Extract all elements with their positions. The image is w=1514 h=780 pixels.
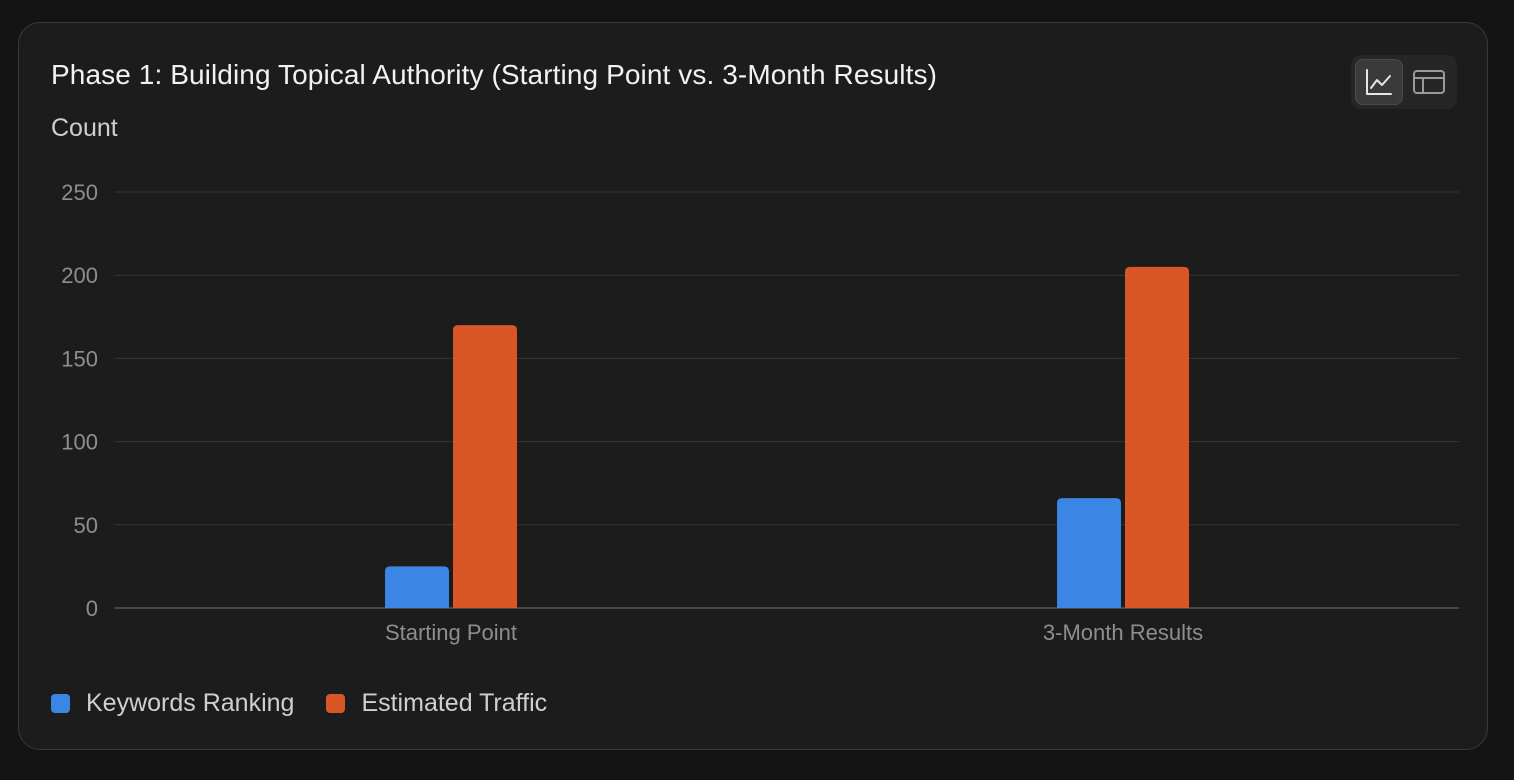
legend-swatch xyxy=(326,694,346,713)
y-tick-label: 50 xyxy=(74,513,98,538)
bars xyxy=(385,266,1189,608)
y-tick-label: 100 xyxy=(61,430,98,455)
x-tick-label: 3-Month Results xyxy=(1043,620,1203,645)
legend-item[interactable]: Keywords Ranking xyxy=(51,689,294,718)
view-toggle xyxy=(1351,55,1457,109)
legend: Keywords Ranking Estimated Traffic xyxy=(51,689,547,718)
y-tick-label: 0 xyxy=(86,596,98,621)
legend-item[interactable]: Estimated Traffic xyxy=(326,689,547,718)
bar-chart: Count 0 50 100 150 200 250 Starting Point 3-Mon… xyxy=(51,114,1459,645)
y-tick-label: 150 xyxy=(61,346,98,371)
x-tick-label: Starting Point xyxy=(385,620,517,645)
y-tick-label: 200 xyxy=(61,263,98,288)
chart-title: Phase 1: Building Topical Authority (Sta… xyxy=(51,59,938,90)
legend-label: Keywords Ranking xyxy=(86,689,295,717)
grid-lines xyxy=(115,191,1459,609)
y-tick-label: 250 xyxy=(61,180,98,205)
bar-estimated-traffic-0[interactable] xyxy=(453,325,517,608)
table-view-button[interactable] xyxy=(1405,59,1453,105)
chart-card: Phase 1: Building Topical Authority (Sta… xyxy=(18,22,1488,750)
line-chart-icon xyxy=(1366,69,1392,95)
bar-keywords-ranking-1[interactable] xyxy=(1057,498,1121,608)
legend-swatch xyxy=(51,694,70,713)
table-icon xyxy=(1413,70,1445,94)
axis-labels: 0 50 100 150 200 250 Starting Point 3-Month Res… xyxy=(61,180,1203,645)
y-axis-title: Count xyxy=(51,114,118,142)
bar-estimated-traffic-1[interactable] xyxy=(1125,266,1189,608)
chart-view-button[interactable] xyxy=(1355,59,1403,105)
legend-label: Estimated Traffic xyxy=(361,689,548,717)
bar-keywords-ranking-0[interactable] xyxy=(385,566,449,608)
